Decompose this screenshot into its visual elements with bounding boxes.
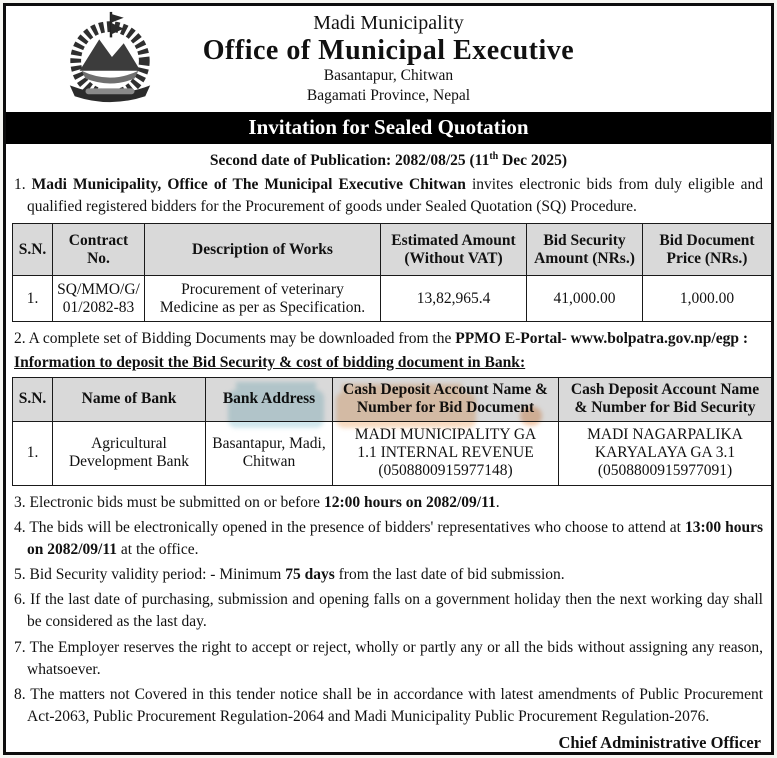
- notice-title-banner: Invitation for Sealed Quotation: [6, 112, 771, 145]
- clause-5-number: 5.: [14, 566, 30, 584]
- clause-1-bold-text: Madi Municipality, Office of The Municip…: [31, 176, 466, 194]
- col-header-bid-security: Bid Security Amount (NRs.): [526, 223, 643, 277]
- cell-document-price: 1,000.00: [642, 275, 771, 323]
- cell-sn2: 1.: [12, 420, 53, 486]
- clause-7: 7. The Employer reserves the right to ac…: [14, 637, 763, 681]
- cell-estimated-amount: 13,82,965.4: [380, 275, 527, 323]
- tender-notice-sheet: Madi Municipality Office of Municipal Ex…: [3, 3, 774, 755]
- clause-4-number: 4.: [14, 518, 30, 536]
- clause-4-text: The bids will be electronically opened i…: [29, 518, 685, 536]
- portal-url-text: PPMO E-Portal- www.bolpatra.gov.np/egp :: [455, 330, 749, 348]
- opening-time: 13:00 hours on 2082/09/11: [27, 518, 763, 558]
- clause-1-text: invites electronic bids from duly eligib…: [27, 176, 764, 216]
- address-line-1: Basantapur, Chitwan: [323, 67, 454, 85]
- letterhead: Madi Municipality Office of Municipal Ex…: [6, 6, 771, 106]
- clause-2: 2. A complete set of Bidding Documents m…: [14, 328, 763, 350]
- bank-table-header-row: S.N. Name of Bank Bank Address Cash Depo…: [12, 376, 771, 422]
- cell-account-bid-security: MADI NAGARPALIKA KARYALAYA GA 3.1 (05088…: [558, 420, 771, 486]
- col-header-description: Description of Works: [144, 223, 381, 277]
- cell-bank-address: Basantapur, Madi, Chitwan: [205, 420, 333, 486]
- clause-5-suffix: from the last date of bid submission.: [334, 566, 565, 584]
- bank-deposit-heading: Information to deposit the Bid Security …: [14, 353, 526, 371]
- clause-6-number: 6.: [14, 591, 31, 609]
- clause-1-number: 1.: [14, 176, 32, 194]
- clause-7-number: 7.: [14, 638, 30, 656]
- col-header-account-bid-security: Cash Deposit Account Name & Number for B…: [558, 376, 771, 422]
- address-line-2: Bagamati Province, Nepal: [306, 87, 471, 105]
- clause-7-text: The Employer reserves the right to accep…: [27, 638, 763, 678]
- cell-bank-name: Agricultural Development Bank: [52, 420, 206, 486]
- col-header-sn: S.N.: [12, 223, 53, 277]
- ordinal-superscript: th: [489, 151, 499, 163]
- publication-date-suffix: Dec 2025): [498, 152, 568, 170]
- col-header-contract-no: Contract No.: [52, 223, 145, 277]
- nepal-coat-of-arms-icon: [69, 11, 151, 103]
- clause-5: 5. Bid Security validity period: - Minim…: [14, 564, 763, 586]
- lot-table-row: 1. SQ/MMO/G/ 01/2082-83 Procurement of v…: [12, 275, 771, 323]
- clause-6: 6. If the last date of purchasing, submi…: [14, 589, 763, 633]
- publication-date-line: Second date of Publication: 2082/08/25 (…: [6, 151, 771, 170]
- clause-2-number: 2.: [14, 330, 29, 348]
- cell-sn: 1.: [12, 275, 53, 323]
- clause-3-suffix: .: [495, 493, 500, 511]
- office-title: Office of Municipal Executive: [202, 35, 575, 66]
- signature-title: Chief Administrative Officer: [558, 733, 761, 753]
- clause-4-suffix: at the office.: [117, 540, 199, 558]
- cell-account-bid-document: MADI MUNICIPALITY GA 1.1 INTERNAL REVENU…: [332, 420, 559, 486]
- clause-3-number: 3.: [14, 493, 30, 511]
- validity-period: 75 days: [285, 566, 335, 584]
- submission-deadline: 12:00 hours on 2082/09/11: [323, 493, 496, 511]
- cell-description: Procurement of veterinary Medicine as pe…: [144, 275, 381, 323]
- bank-details-table: S.N. Name of Bank Bank Address Cash Depo…: [12, 376, 771, 486]
- col-header-document-price: Bid Document Price (NRs.): [642, 223, 771, 277]
- lot-details-table: S.N. Contract No. Description of Works E…: [12, 223, 771, 323]
- clause-5-text: Bid Security validity period: - Minimum: [29, 566, 286, 584]
- col-header-account-bid-document: Cash Deposit Account Name & Number for B…: [332, 376, 559, 422]
- cell-bid-security: 41,000.00: [526, 275, 643, 323]
- col-header-bank-address: Bank Address: [205, 376, 333, 422]
- col-header-sn2: S.N.: [12, 376, 53, 422]
- clause-6-text: If the last date of purchasing, submissi…: [27, 591, 763, 631]
- clause-2-text: A complete set of Bidding Documents may …: [28, 330, 456, 348]
- publication-date-text: Second date of Publication: 2082/08/25 (…: [209, 152, 490, 170]
- clause-3-text: Electronic bids must be submitted on or …: [29, 493, 324, 511]
- clause-8-number: 8.: [14, 685, 31, 703]
- bank-table-row: 1. Agricultural Development Bank Basanta…: [12, 420, 771, 486]
- municipality-name: Madi Municipality: [313, 12, 464, 34]
- col-header-bank-name: Name of Bank: [52, 376, 206, 422]
- clause-4: 4. The bids will be electronically opene…: [14, 517, 763, 561]
- lot-table-header-row: S.N. Contract No. Description of Works E…: [12, 223, 771, 277]
- clause-8-text: The matters not Covered in this tender n…: [27, 685, 764, 726]
- cell-contract-no: SQ/MMO/G/ 01/2082-83: [52, 275, 145, 323]
- col-header-estimated-amount: Estimated Amount (Without VAT): [380, 223, 527, 277]
- clause-3: 3. Electronic bids must be submitted on …: [14, 492, 763, 514]
- clause-8: 8. The matters not Covered in this tende…: [14, 684, 763, 728]
- clause-1: 1. Madi Municipality, Office of The Muni…: [14, 174, 763, 218]
